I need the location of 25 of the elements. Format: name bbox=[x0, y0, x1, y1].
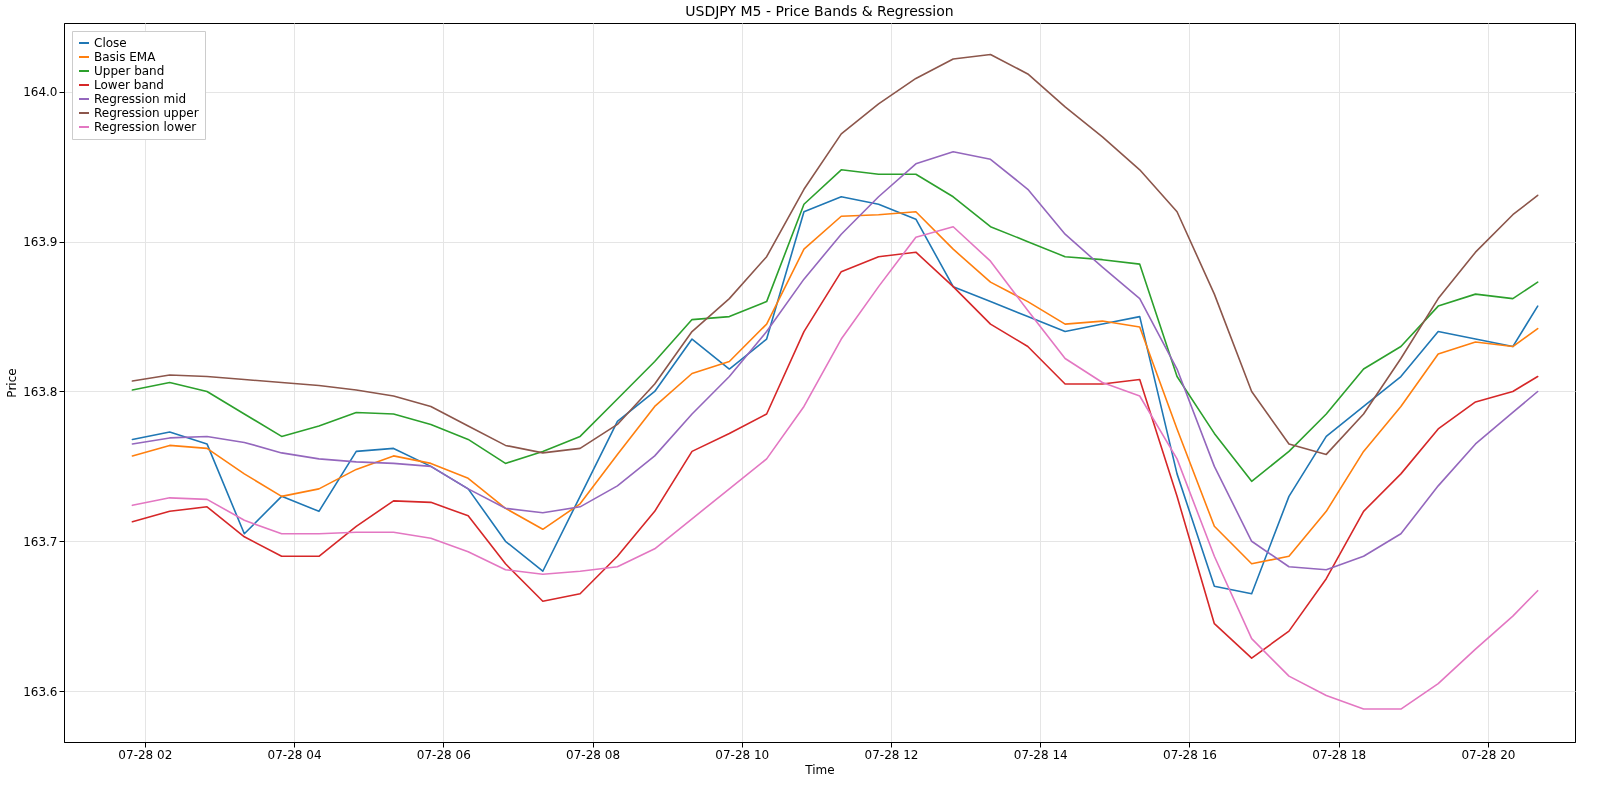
y-tick-label: 163.7 bbox=[23, 534, 58, 549]
x-tick-label: 07-28 10 bbox=[715, 747, 770, 762]
y-tick-label: 163.8 bbox=[23, 384, 58, 399]
x-tick-label: 07-28 16 bbox=[1163, 747, 1217, 762]
legend-label: Regression upper bbox=[94, 106, 199, 120]
legend-label: Upper band bbox=[94, 64, 165, 78]
x-tick-label: 07-28 14 bbox=[1013, 747, 1068, 762]
x-axis-title: Time bbox=[804, 762, 835, 777]
legend-label: Regression lower bbox=[94, 120, 197, 134]
x-tick-label: 07-28 20 bbox=[1461, 747, 1516, 762]
x-tick-label: 07-28 08 bbox=[566, 747, 621, 762]
legend-label: Lower band bbox=[94, 78, 164, 92]
y-tick-label: 163.9 bbox=[23, 235, 58, 250]
x-tick-label: 07-28 18 bbox=[1312, 747, 1367, 762]
chart-title: USDJPY M5 - Price Bands & Regression bbox=[685, 3, 954, 19]
legend-label: Basis EMA bbox=[94, 50, 157, 64]
x-tick-label: 07-28 12 bbox=[864, 747, 919, 762]
x-tick-label: 07-28 02 bbox=[118, 747, 173, 762]
x-tick-label: 07-28 04 bbox=[267, 747, 322, 762]
x-tick-label: 07-28 06 bbox=[416, 747, 471, 762]
y-tick-label: 164.0 bbox=[23, 85, 58, 100]
y-tick-label: 163.6 bbox=[23, 684, 58, 699]
y-axis-title: Price bbox=[5, 368, 20, 398]
legend-label: Close bbox=[94, 36, 127, 50]
legend-label: Regression mid bbox=[94, 92, 187, 106]
